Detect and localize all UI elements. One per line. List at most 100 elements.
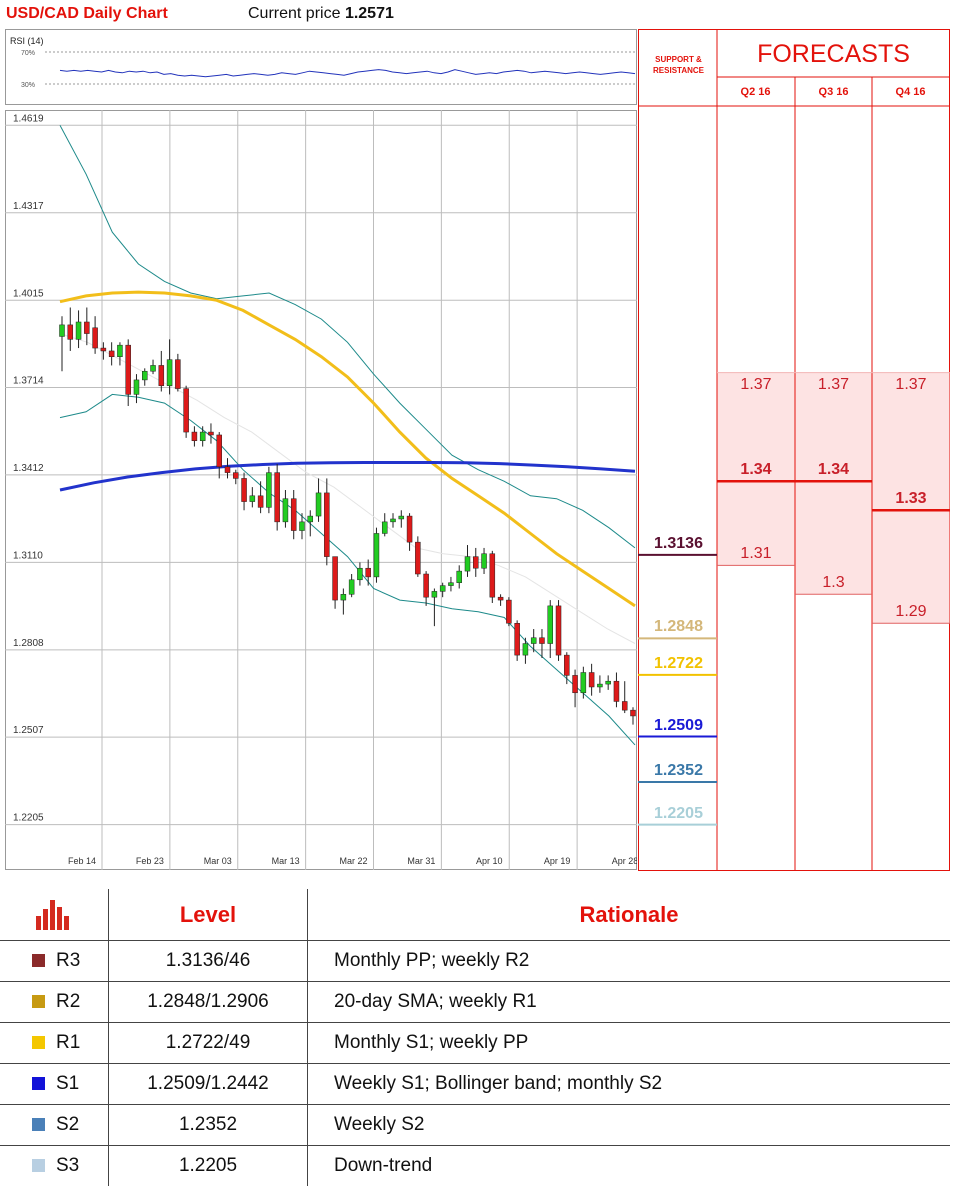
candle (431, 588, 438, 627)
candle (324, 478, 330, 566)
sr-header: SUPPORT & RESISTANCE (653, 55, 704, 75)
candle (266, 466, 272, 514)
level-rationale: 20-day SMA; weekly R1 (307, 981, 950, 1023)
candle-body-down (175, 359, 181, 389)
candle (530, 629, 537, 653)
candle-body-down (224, 466, 231, 473)
forecast-q3-low: 1.3 (822, 574, 845, 592)
candle (307, 510, 314, 537)
level-value: 1.2352 (108, 1104, 308, 1146)
candle-body-down (84, 321, 90, 334)
candle-body-up (249, 495, 256, 502)
candle-body-down (191, 431, 198, 442)
candle (473, 547, 479, 577)
candle (108, 342, 115, 366)
candle-body-up (381, 521, 388, 534)
chart-frame (5, 110, 637, 870)
candle-body-up (605, 680, 611, 685)
candle (67, 307, 74, 351)
level-name: R2 (56, 991, 81, 1012)
candle-body-up (307, 515, 314, 523)
candle-body-up (357, 567, 363, 581)
y-tick-label: 1.3714 (13, 375, 44, 386)
y-tick-label: 1.2205 (13, 813, 44, 824)
candle-body-up (431, 591, 438, 598)
moving-average-blue (59, 461, 636, 492)
candle (539, 629, 545, 659)
candle-body-down (332, 556, 338, 601)
candle (199, 426, 206, 447)
candle (340, 588, 347, 615)
level-rationale: Monthly PP; weekly R2 (307, 940, 950, 982)
candle-body-up (282, 498, 289, 523)
color-swatch (32, 995, 45, 1008)
forecast-panel-grid (638, 29, 950, 871)
candle (572, 669, 578, 708)
sr-label-s3: 1.2205 (654, 804, 703, 822)
candle-body-down (183, 388, 189, 433)
candle (117, 342, 123, 366)
x-tick-label: Mar 22 (339, 856, 367, 866)
candle-body-down (621, 701, 628, 711)
candle (365, 559, 371, 586)
level-rationale: Down-trend (334, 1155, 433, 1176)
color-swatch (32, 1077, 45, 1090)
forecast-q2-high: 1.37 (740, 375, 772, 393)
candle (456, 565, 462, 589)
forecast-q2-mid: 1.34 (740, 461, 772, 479)
bollinger-lower-band (59, 393, 636, 746)
price-value: 1.2571 (344, 5, 394, 22)
candle-body-down (423, 573, 429, 598)
candle (75, 310, 82, 349)
candle-body-up (530, 637, 537, 644)
candle (59, 316, 65, 372)
candle-body-down (290, 498, 297, 531)
candle (84, 307, 90, 346)
candle-body-up (142, 370, 148, 381)
x-tick-label: Mar 03 (204, 856, 232, 866)
candle (257, 481, 264, 514)
vertical-gridlines (101, 110, 578, 870)
candle-body-down (274, 472, 280, 523)
candle-body-down (257, 495, 264, 508)
x-tick-label: Mar 13 (272, 856, 300, 866)
candle (597, 675, 603, 693)
candle (630, 707, 636, 725)
candle (580, 666, 587, 699)
candle (613, 672, 620, 708)
level-name: S3 (56, 1155, 80, 1176)
y-tick-label: 1.3412 (13, 463, 44, 474)
forecast-title: FORECASTS (757, 40, 910, 68)
level-column-header: Level (108, 889, 308, 941)
level-name: S1 (56, 1073, 80, 1094)
candle-body-down (233, 472, 239, 479)
candle-body-up (580, 672, 587, 694)
candle (415, 536, 421, 577)
candle-body-down (324, 492, 330, 557)
candle (381, 513, 388, 537)
candle-body-up (547, 605, 553, 644)
candle-body-up (390, 518, 396, 523)
chart-title: USD/CAD Daily Chart (6, 5, 168, 22)
candle (249, 487, 256, 508)
levels-table-header: Level Rationale (0, 889, 950, 941)
candle (191, 426, 198, 447)
color-swatch (32, 1118, 45, 1131)
table-row: S3 1.2205 Down-trend (0, 1145, 950, 1186)
candle (150, 359, 156, 375)
table-row: R1 1.2722/49 Monthly S1; weekly PP (0, 1022, 950, 1064)
candle (390, 513, 396, 528)
candle-body-down (514, 623, 520, 656)
rsi-line (59, 69, 636, 78)
sr-label-s2: 1.2352 (654, 762, 703, 779)
candle-body-up (597, 683, 603, 688)
level-name-cell: R3 (0, 940, 109, 982)
candle (423, 571, 429, 606)
level-rationale: Weekly S2 (307, 1104, 950, 1146)
level-name: S2 (56, 1114, 80, 1135)
color-swatch (32, 954, 45, 967)
bar-chart-icon (36, 899, 69, 930)
candle (142, 368, 148, 386)
candle-body-down (108, 350, 115, 357)
rsi-frame (5, 29, 637, 105)
